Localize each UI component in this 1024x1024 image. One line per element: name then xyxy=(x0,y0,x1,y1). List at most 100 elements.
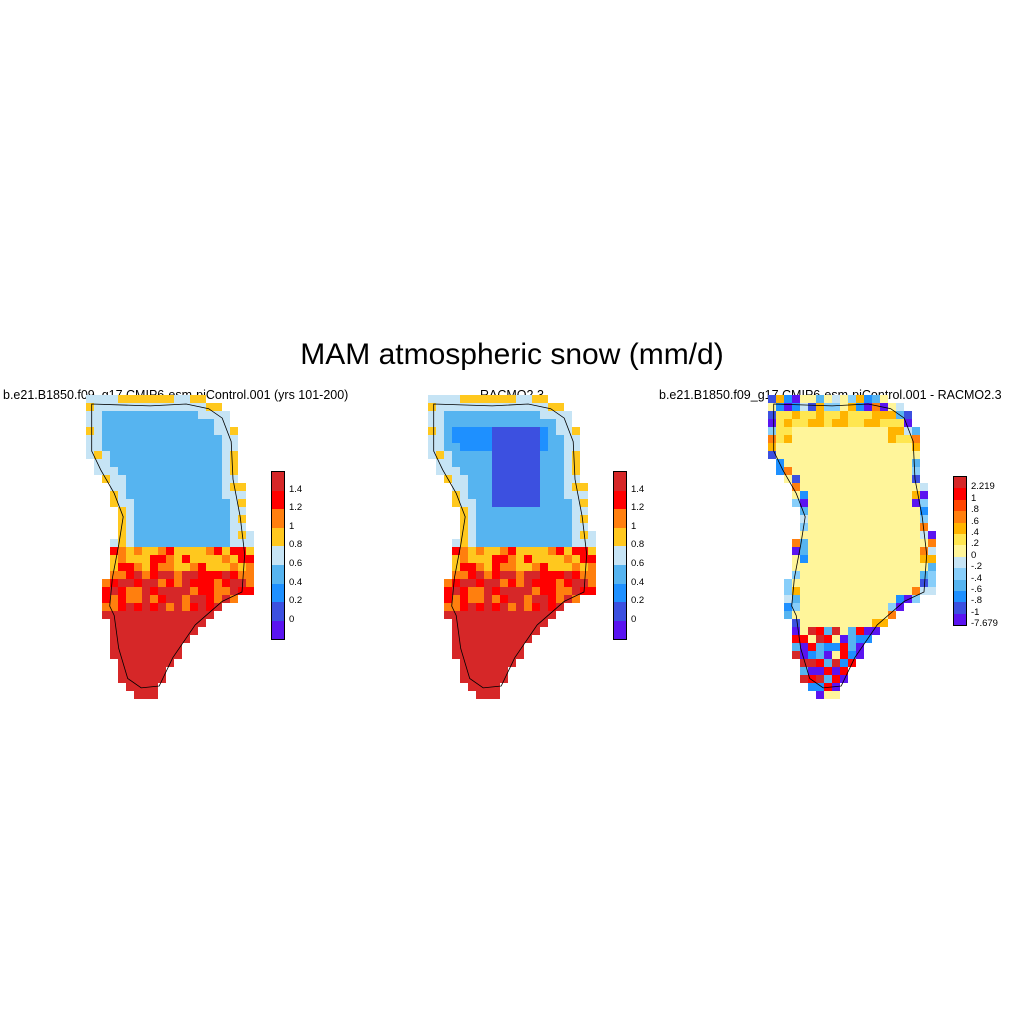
map-cell xyxy=(134,651,142,659)
map-cell xyxy=(158,499,166,507)
map-cell xyxy=(564,587,572,595)
map-cell xyxy=(214,491,222,499)
map-cell xyxy=(784,411,792,419)
map-cell xyxy=(904,499,912,507)
map-cell xyxy=(198,571,206,579)
map-cell xyxy=(150,627,158,635)
map-cell xyxy=(214,443,222,451)
map-cell xyxy=(126,395,134,403)
map-cell xyxy=(174,539,182,547)
map-cell xyxy=(516,435,524,443)
map-cell xyxy=(896,435,904,443)
map-cell xyxy=(888,579,896,587)
map-cell xyxy=(572,451,580,459)
map-cell xyxy=(126,491,134,499)
map-cell xyxy=(556,419,564,427)
map-cell xyxy=(840,459,848,467)
map-cell xyxy=(912,563,920,571)
map-cell xyxy=(556,603,564,611)
map-cell xyxy=(848,419,856,427)
map-cell xyxy=(142,427,150,435)
map-cell xyxy=(110,459,118,467)
map-cell xyxy=(468,571,476,579)
map-cell xyxy=(572,507,580,515)
map-cell xyxy=(564,579,572,587)
map-cell xyxy=(166,411,174,419)
map-cell xyxy=(134,451,142,459)
map-cell xyxy=(246,587,254,595)
map-cell xyxy=(134,443,142,451)
map-cell xyxy=(864,467,872,475)
map-cell xyxy=(460,603,468,611)
map-cell xyxy=(94,459,102,467)
map-cell xyxy=(856,411,864,419)
map-cell xyxy=(190,483,198,491)
map-cell xyxy=(572,515,580,523)
map-cell xyxy=(174,475,182,483)
map-cell xyxy=(896,563,904,571)
map-cell xyxy=(848,459,856,467)
map-cell xyxy=(556,555,564,563)
map-cell xyxy=(86,419,94,427)
map-cell xyxy=(246,555,254,563)
map-cell xyxy=(222,411,230,419)
map-cell xyxy=(174,427,182,435)
map-cell xyxy=(864,395,872,403)
map-cell xyxy=(500,611,508,619)
map-cell xyxy=(848,531,856,539)
map-cell xyxy=(564,483,572,491)
map-cell xyxy=(856,467,864,475)
map-cell xyxy=(484,427,492,435)
map-cell xyxy=(126,547,134,555)
map-cell xyxy=(166,435,174,443)
map-cell xyxy=(150,443,158,451)
map-cell xyxy=(126,515,134,523)
map-cell xyxy=(556,579,564,587)
map-cell xyxy=(532,595,540,603)
map-cell xyxy=(800,443,808,451)
map-cell xyxy=(118,539,126,547)
map-cell xyxy=(872,467,880,475)
map-cell xyxy=(896,475,904,483)
map-cell xyxy=(864,483,872,491)
map-cell xyxy=(856,571,864,579)
map-cell xyxy=(222,579,230,587)
map-cell xyxy=(808,395,816,403)
map-cell xyxy=(142,627,150,635)
map-cell xyxy=(246,531,254,539)
map-cell xyxy=(816,571,824,579)
map-cell xyxy=(808,483,816,491)
map-cell xyxy=(832,619,840,627)
map-cell xyxy=(872,395,880,403)
map-cell xyxy=(532,475,540,483)
map-cell xyxy=(110,651,118,659)
map-cell xyxy=(872,411,880,419)
map-cell xyxy=(824,419,832,427)
map-cell xyxy=(880,563,888,571)
map-cell xyxy=(460,547,468,555)
map-cell xyxy=(516,411,524,419)
map-cell xyxy=(904,547,912,555)
map-cell xyxy=(118,499,126,507)
map-cell xyxy=(540,523,548,531)
map-cell xyxy=(816,667,824,675)
map-cell xyxy=(182,451,190,459)
map-cell xyxy=(800,515,808,523)
map-cell xyxy=(436,419,444,427)
map-cell xyxy=(516,467,524,475)
map-cell xyxy=(468,443,476,451)
map-cell xyxy=(832,571,840,579)
map-cell xyxy=(444,587,452,595)
map-cell xyxy=(118,395,126,403)
map-cell xyxy=(158,395,166,403)
map-cell xyxy=(102,427,110,435)
map-cell xyxy=(848,579,856,587)
map-cell xyxy=(508,595,516,603)
map-cell xyxy=(476,539,484,547)
map-cell xyxy=(142,595,150,603)
map-cell xyxy=(428,443,436,451)
map-cell xyxy=(142,507,150,515)
map-cell xyxy=(532,555,540,563)
map-cell xyxy=(110,571,118,579)
map-cell xyxy=(920,499,928,507)
